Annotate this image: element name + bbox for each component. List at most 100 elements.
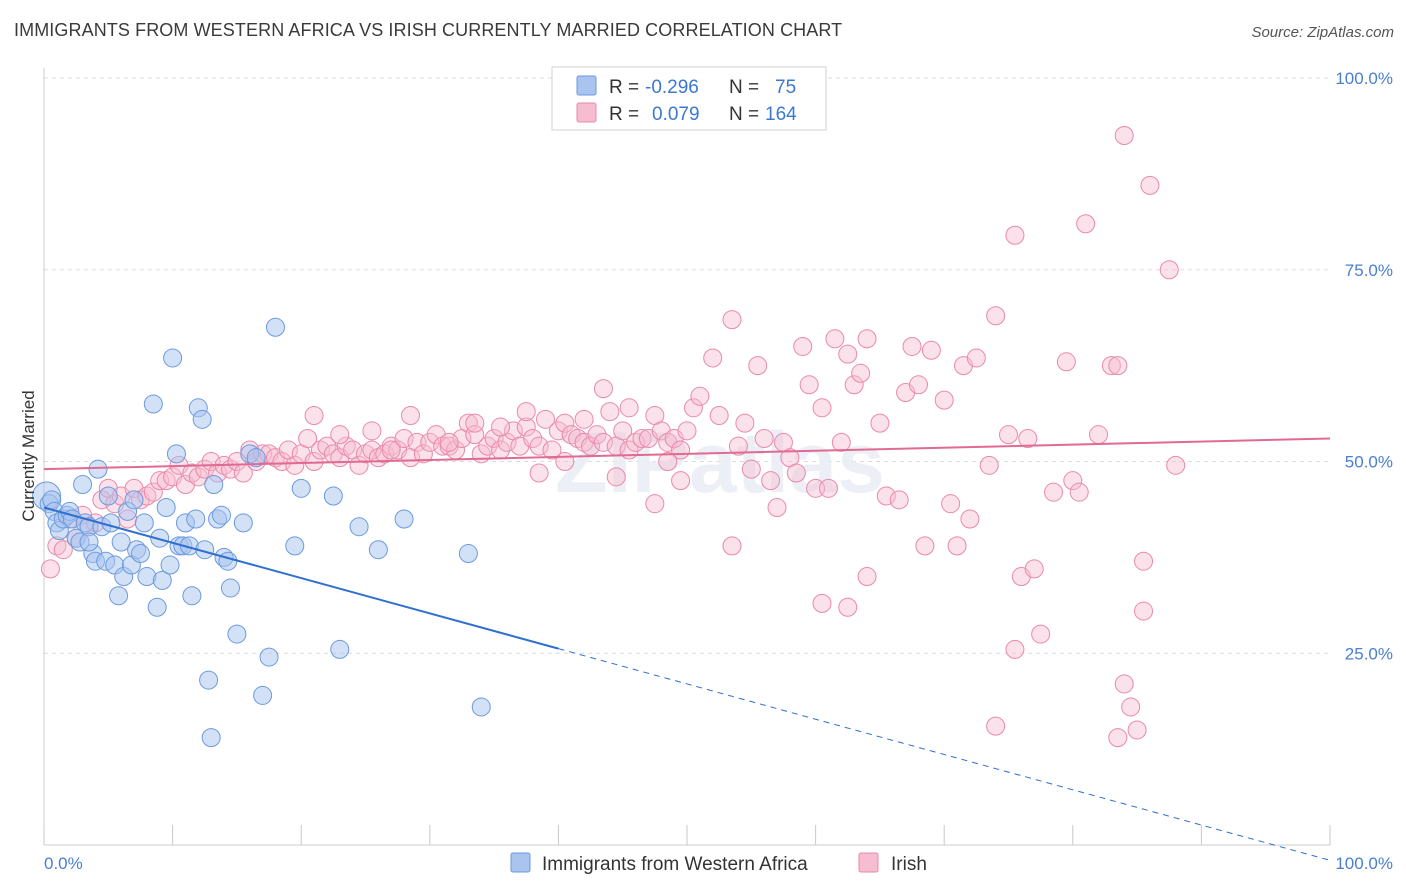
irish-point-162	[1024, 559, 1044, 579]
western-africa-point-37	[156, 498, 176, 518]
irish-point-89	[613, 421, 633, 441]
irish-point-152	[947, 536, 967, 556]
axes	[43, 68, 1331, 846]
irish-point-105	[439, 432, 459, 452]
irish-point-118	[683, 398, 703, 418]
irish-point-41	[304, 452, 324, 471]
irish-point-177	[1166, 455, 1186, 475]
irish-point-140	[851, 363, 871, 383]
y-axis-title: Currently Married	[19, 390, 38, 521]
irish-point-169	[1089, 425, 1109, 445]
irish-point-121	[709, 405, 729, 425]
western-africa-point-35	[150, 528, 170, 548]
irish-point-181	[1127, 720, 1147, 740]
irish-point-92	[632, 428, 652, 448]
irish-point-149	[921, 340, 941, 360]
irish-point-116	[658, 452, 678, 471]
western-africa-point-57	[220, 578, 240, 598]
irish-point-173	[1134, 551, 1154, 571]
western-africa-point-51	[201, 728, 221, 748]
irish-point-40	[298, 428, 318, 448]
irish-point-171	[1108, 356, 1128, 376]
series-legend: Immigrants from Western Africa Irish	[510, 852, 927, 875]
irish-point-147	[908, 375, 928, 395]
irish-point-180	[1121, 697, 1141, 717]
irish-point-36	[272, 452, 292, 471]
irish-point-79	[548, 421, 568, 441]
irish-point-107	[491, 417, 511, 437]
irish-point-43	[317, 436, 337, 456]
irish-point-104	[401, 405, 421, 425]
irish-point-78	[542, 440, 562, 460]
irish-point-183	[838, 597, 858, 617]
western-africa-point-46	[186, 509, 206, 529]
western-africa-point-64	[265, 317, 285, 337]
irish-point-179	[1108, 728, 1128, 748]
irish-point-154	[960, 509, 980, 529]
irish-point-103	[381, 440, 401, 460]
legend-n-value-1: 75	[775, 77, 796, 98]
bottom-legend-label-2: Irish	[891, 854, 927, 875]
irish-point-127	[761, 471, 781, 491]
irish-point-184	[812, 593, 832, 613]
x-tick-label-1: 100.0%	[1335, 854, 1393, 873]
western-africa-point-34	[147, 597, 167, 617]
irish-point-108	[516, 402, 536, 422]
western-africa-point-30	[130, 544, 150, 564]
western-africa-point-73	[471, 697, 491, 717]
legend-swatch-pink	[576, 102, 597, 123]
irish-point-68	[478, 436, 498, 456]
irish-point-143	[876, 486, 896, 506]
irish-point-38	[285, 455, 305, 475]
irish-point-146	[902, 336, 922, 356]
western-africa-point-52	[204, 475, 224, 495]
irish-point-66	[465, 425, 485, 445]
irish-point-69	[484, 428, 504, 448]
irish-point-119	[690, 386, 710, 406]
legend-n-label-2: N =	[729, 104, 759, 125]
irish-point-144	[889, 490, 909, 510]
western-africa-point-17	[88, 459, 108, 479]
watermark: ZIPatlas	[555, 415, 885, 511]
western-africa-point-63	[259, 647, 279, 667]
legend-n-value-2: 164	[765, 104, 797, 125]
bottom-legend-swatch-blue	[510, 852, 531, 873]
irish-point-163	[1031, 624, 1051, 644]
western-africa-point-61	[246, 448, 266, 468]
irish-point-2	[53, 540, 73, 560]
irish-point-159	[1005, 225, 1025, 245]
x-tick-label-0: 0.0%	[44, 854, 83, 873]
irish-point-172	[1114, 126, 1134, 146]
irish-point-148	[915, 536, 935, 556]
irish-point-65	[458, 413, 478, 433]
irish-point-178	[1114, 674, 1134, 694]
irish-point-59	[420, 432, 440, 452]
irish-point-85	[587, 425, 607, 445]
irish-point-76	[529, 436, 549, 456]
irish-point-74	[516, 417, 536, 437]
irish-point-176	[1159, 260, 1179, 280]
legend-swatch-blue	[576, 75, 597, 96]
irish-point-168	[1076, 214, 1096, 234]
western-africa-point-50	[199, 670, 219, 690]
irish-point-185	[986, 716, 1006, 736]
western-africa-trend-extension	[558, 648, 1331, 861]
irish-point-139	[844, 375, 864, 395]
irish-point-115	[645, 494, 665, 514]
western-africa-point-69	[349, 517, 369, 537]
irish-point-113	[606, 467, 626, 487]
irish-point-106	[465, 413, 485, 433]
irish-point-134	[812, 398, 832, 418]
western-africa-point-66	[291, 478, 311, 498]
western-africa-point-36	[152, 570, 172, 590]
irish-point-17	[150, 471, 170, 491]
irish-point-155	[966, 348, 986, 368]
legend-n-label-1: N =	[729, 77, 759, 98]
irish-point-130	[786, 463, 806, 483]
western-africa-point-45	[182, 586, 202, 606]
irish-point-86	[593, 432, 613, 452]
western-africa-point-20	[98, 486, 118, 506]
irish-point-112	[593, 379, 613, 399]
western-africa-point-62	[253, 685, 273, 705]
